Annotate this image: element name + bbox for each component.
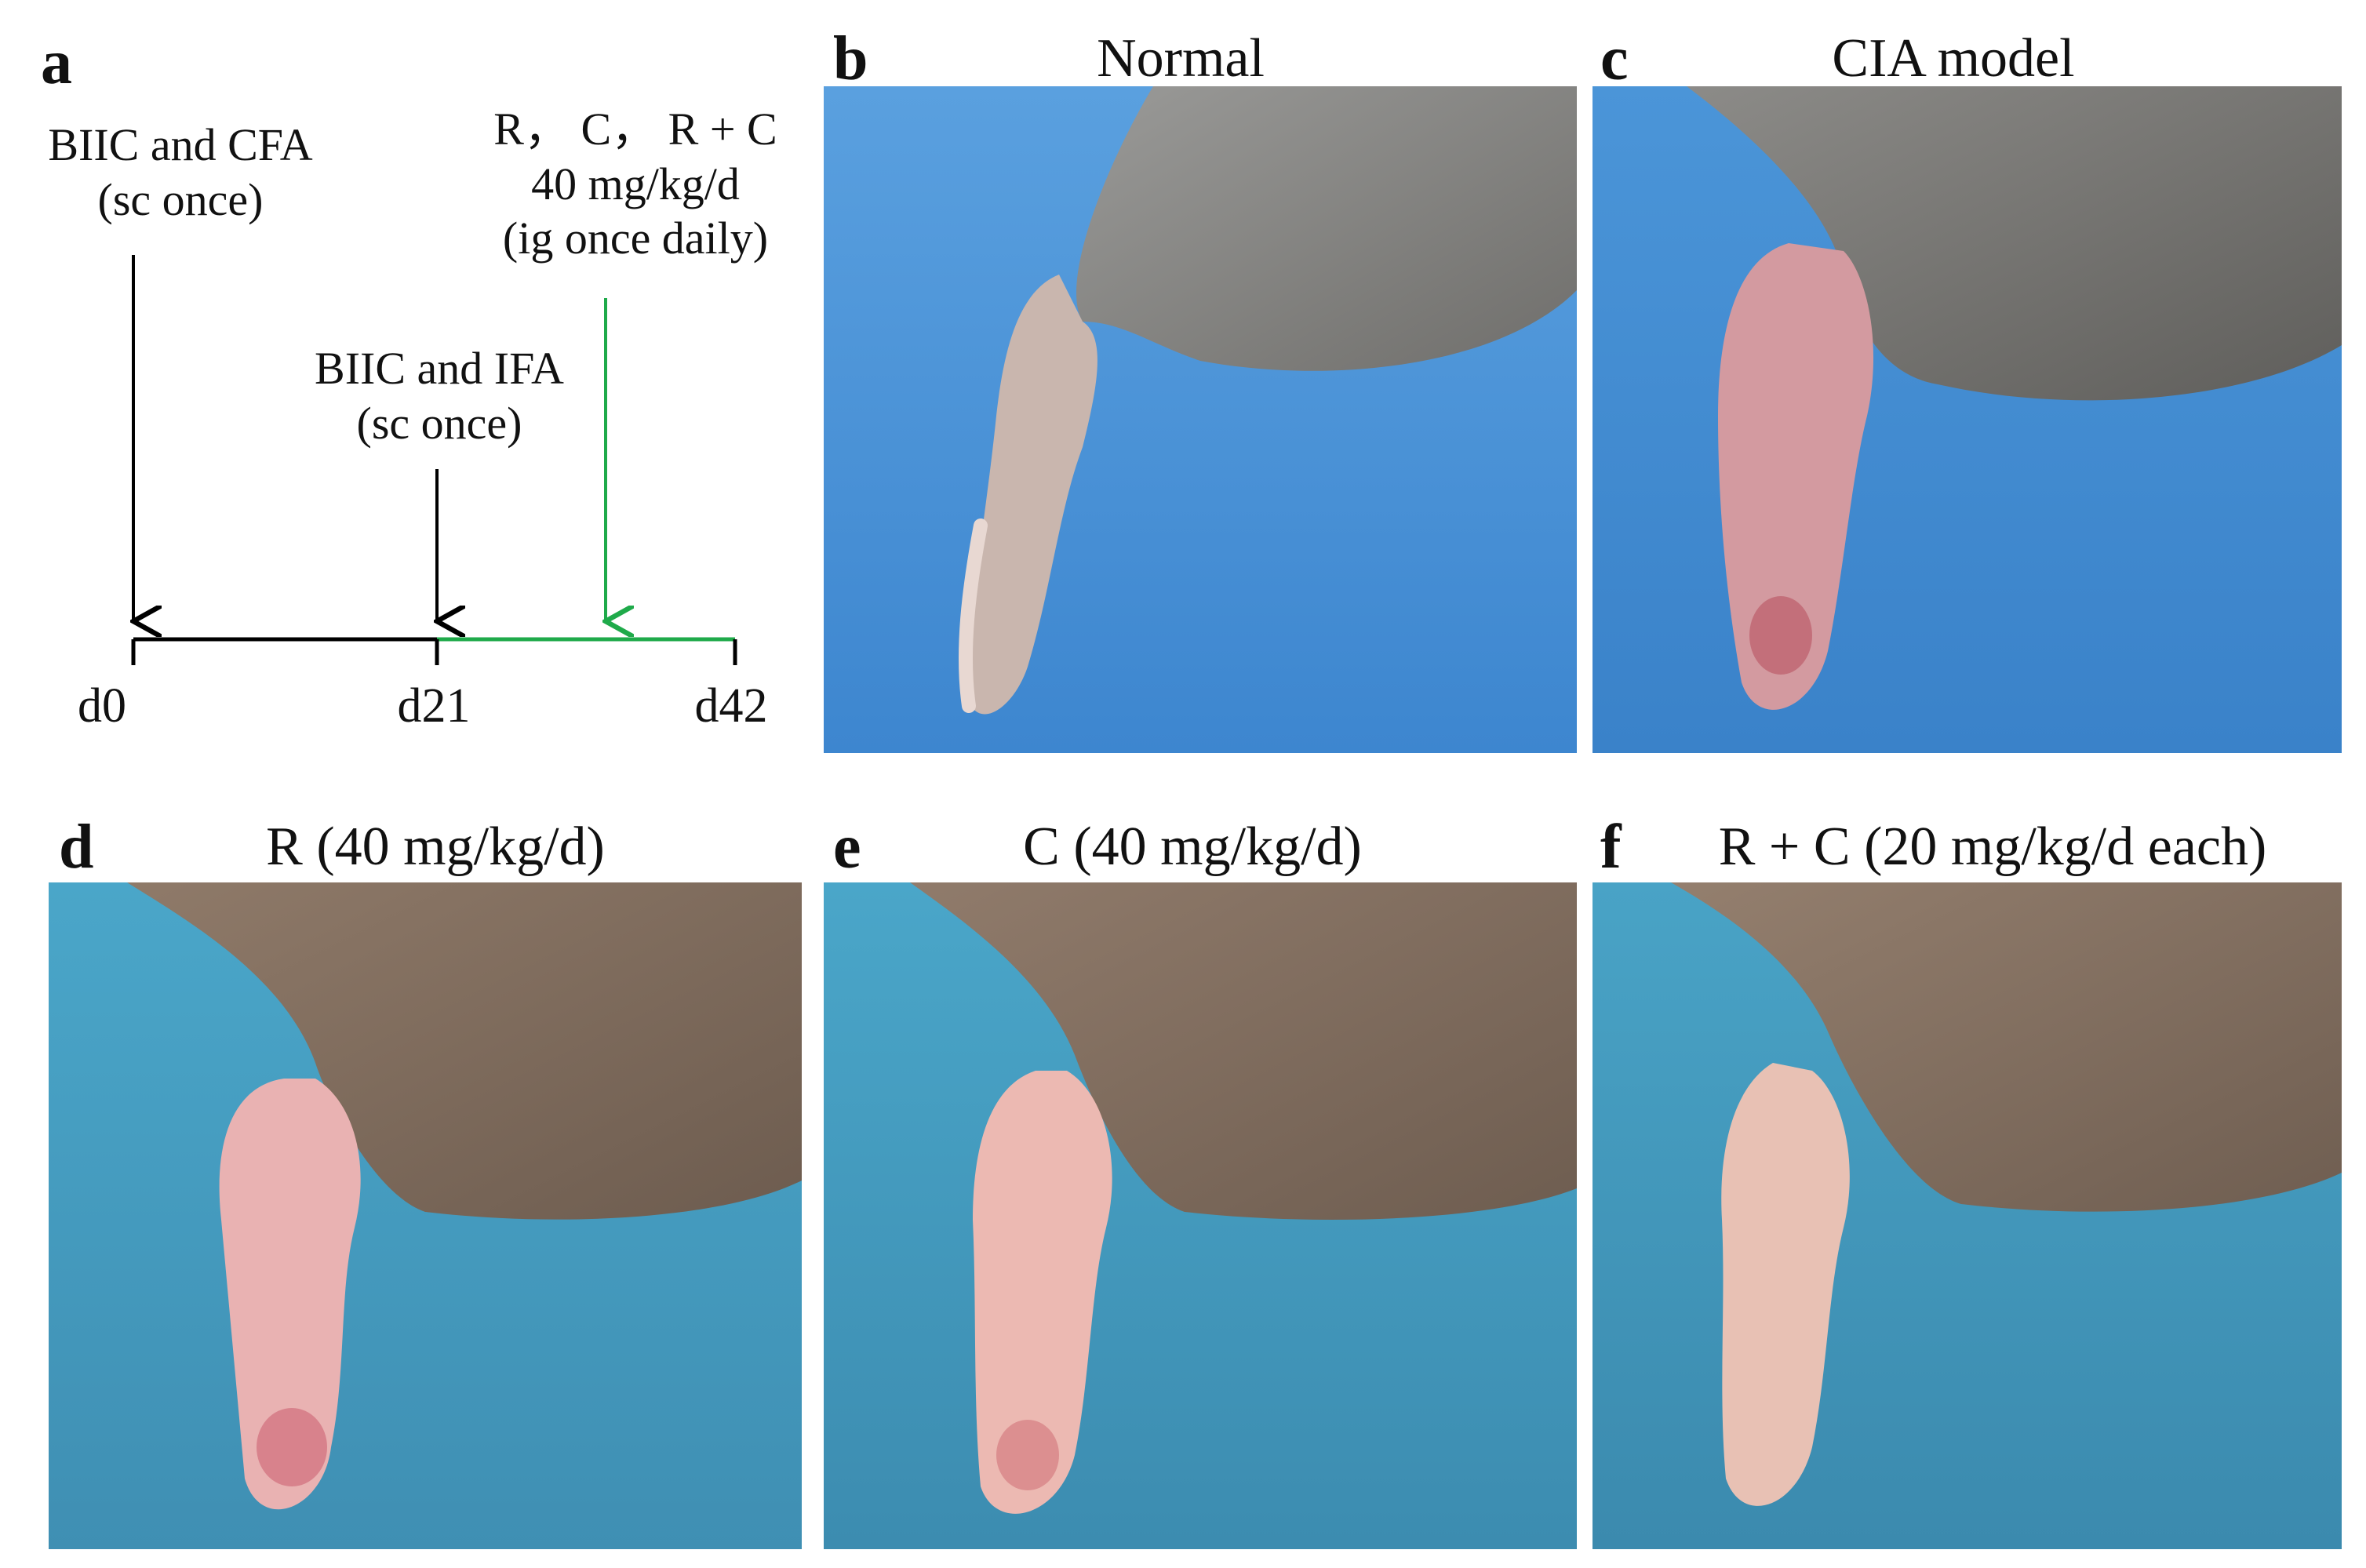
step1-line2: (sc once) <box>97 173 264 225</box>
panel-label-e: e <box>833 813 861 882</box>
treatment-line2: 40 mg/kg/d <box>531 158 740 209</box>
photo-c-group <box>824 882 1577 1549</box>
treatment-line1: R， C， R + C <box>493 104 777 155</box>
panel-label-f: f <box>1600 813 1622 882</box>
photo-cia-model <box>1592 86 2342 753</box>
tick-label-d21: d21 <box>398 679 471 733</box>
step2-label: BIIC and IFA (sc once) <box>290 341 588 450</box>
timeline-diagram: d0 d21 d42 <box>78 255 768 733</box>
step2-line2: (sc once) <box>356 397 522 449</box>
panel-title-e: C (40 mg/kg/d) <box>1023 817 1362 877</box>
photo-rc-group <box>1592 882 2342 1549</box>
panel-label-d: d <box>59 813 94 882</box>
panel-label-a: a <box>41 28 72 97</box>
panel-title-b: Normal <box>1097 28 1265 89</box>
tick-label-d42: d42 <box>695 679 768 733</box>
treatment-label: R， C， R + C 40 mg/kg/d (ig once daily) <box>471 102 800 266</box>
panel-label-c: c <box>1600 24 1629 93</box>
panel-label-b: b <box>833 24 868 93</box>
photo-r-group <box>49 882 802 1549</box>
panel-title-c: CIA model <box>1832 28 2075 89</box>
treatment-line3: (ig once daily) <box>502 213 769 264</box>
step1-line1: BIIC and CFA <box>48 119 313 170</box>
tick-label-d0: d0 <box>78 679 126 733</box>
photo-normal <box>824 86 1577 753</box>
step2-line1: BIIC and IFA <box>315 343 564 394</box>
panel-title-f: R + C (20 mg/kg/d each) <box>1718 817 2267 877</box>
panel-title-d: R (40 mg/kg/d) <box>266 817 605 877</box>
step1-label: BIIC and CFA (sc once) <box>31 118 329 227</box>
